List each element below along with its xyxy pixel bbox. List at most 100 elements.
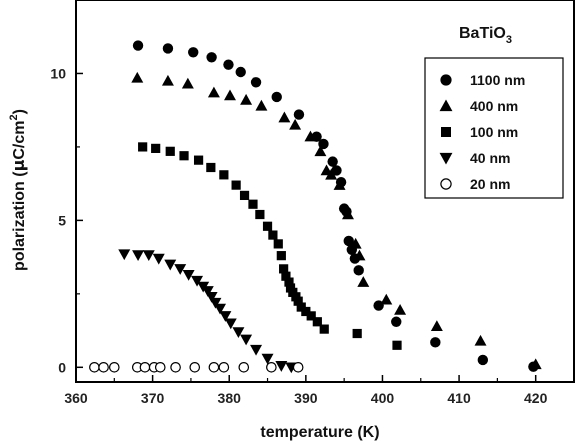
y-tick-label: 0	[58, 359, 66, 375]
x-axis-title: temperature (K)	[260, 424, 379, 441]
data-point	[250, 344, 263, 356]
data-point	[232, 327, 245, 339]
data-point	[278, 111, 291, 123]
data-point	[238, 362, 250, 373]
data-point	[262, 221, 273, 231]
data-point	[208, 362, 220, 373]
data-point	[477, 354, 489, 366]
data-point	[89, 362, 100, 373]
x-tick-label: 370	[141, 390, 165, 406]
data-point	[142, 250, 155, 262]
data-point	[281, 271, 291, 281]
data-point	[261, 353, 274, 365]
data-point	[306, 311, 316, 321]
data-point	[109, 362, 120, 373]
data-point	[255, 209, 265, 220]
legend-marker	[439, 152, 453, 165]
data-point	[152, 253, 165, 265]
data-point	[293, 296, 303, 306]
data-point	[357, 276, 370, 287]
data-point	[224, 318, 237, 330]
series-40-nm	[118, 249, 298, 374]
data-point	[219, 170, 229, 180]
series-400-nm	[131, 71, 542, 370]
legend-marker	[440, 178, 452, 190]
data-point	[218, 362, 230, 373]
data-point	[165, 146, 175, 156]
data-point	[98, 362, 109, 373]
x-tick-label: 390	[294, 390, 318, 406]
data-point	[271, 91, 282, 103]
data-point	[206, 162, 216, 173]
data-point	[239, 190, 250, 201]
data-point	[353, 265, 364, 276]
legend-label: 20 nm	[470, 176, 510, 192]
data-point	[301, 306, 311, 317]
data-point	[327, 156, 338, 167]
data-point	[235, 66, 246, 78]
data-point	[240, 334, 253, 346]
data-point	[248, 199, 258, 209]
data-point	[209, 297, 222, 309]
data-point	[529, 358, 542, 370]
data-point	[138, 142, 148, 152]
data-point	[391, 316, 402, 327]
data-point	[151, 143, 161, 153]
data-point	[319, 324, 329, 334]
data-point	[188, 47, 199, 58]
data-point	[394, 304, 407, 315]
data-point	[223, 59, 234, 70]
legend-marker	[440, 74, 452, 86]
data-point	[430, 320, 443, 331]
legend-label: 400 nm	[470, 98, 518, 114]
data-point	[293, 109, 305, 120]
data-point	[275, 361, 288, 372]
data-point	[207, 86, 220, 98]
y-axis-title: polarization (μC/cm2)	[8, 109, 28, 271]
plot-frame	[75, 0, 575, 383]
data-point	[342, 208, 354, 220]
data-point	[380, 293, 393, 305]
x-tick-label: 380	[218, 390, 242, 406]
y-tick-label: 5	[58, 212, 66, 228]
data-point	[132, 250, 145, 262]
series-20-nm	[89, 362, 304, 373]
data-point	[255, 99, 268, 111]
x-tick-label: 410	[447, 390, 471, 406]
x-tick-label: 420	[524, 390, 548, 406]
data-point	[179, 151, 189, 161]
data-point	[312, 317, 322, 327]
data-point	[276, 251, 286, 261]
data-point	[193, 155, 204, 165]
y-tick-label: 10	[50, 65, 66, 81]
data-point	[284, 277, 294, 287]
data-point	[343, 235, 354, 247]
data-point	[205, 292, 218, 303]
data-point	[349, 237, 362, 249]
data-point	[231, 180, 241, 190]
data-point	[392, 340, 402, 350]
data-point	[154, 362, 166, 373]
data-point	[174, 264, 187, 275]
data-markers	[89, 40, 542, 374]
material-annotation: BaTiO3	[459, 25, 512, 46]
series-100-nm	[138, 142, 402, 350]
data-point	[132, 40, 144, 51]
data-point	[162, 43, 174, 54]
data-point	[474, 334, 487, 346]
data-point	[170, 362, 181, 373]
data-point	[219, 311, 232, 322]
data-point	[292, 362, 304, 373]
legend-label: 100 nm	[470, 124, 518, 140]
data-point	[131, 71, 144, 83]
legend-marker	[439, 99, 453, 112]
data-point	[189, 362, 201, 373]
data-point	[430, 337, 441, 348]
data-point	[201, 286, 214, 297]
legend-label: 1100 nm	[470, 72, 525, 88]
data-point	[139, 362, 151, 373]
data-point	[266, 362, 277, 373]
data-point	[240, 93, 253, 105]
data-point	[331, 165, 342, 176]
